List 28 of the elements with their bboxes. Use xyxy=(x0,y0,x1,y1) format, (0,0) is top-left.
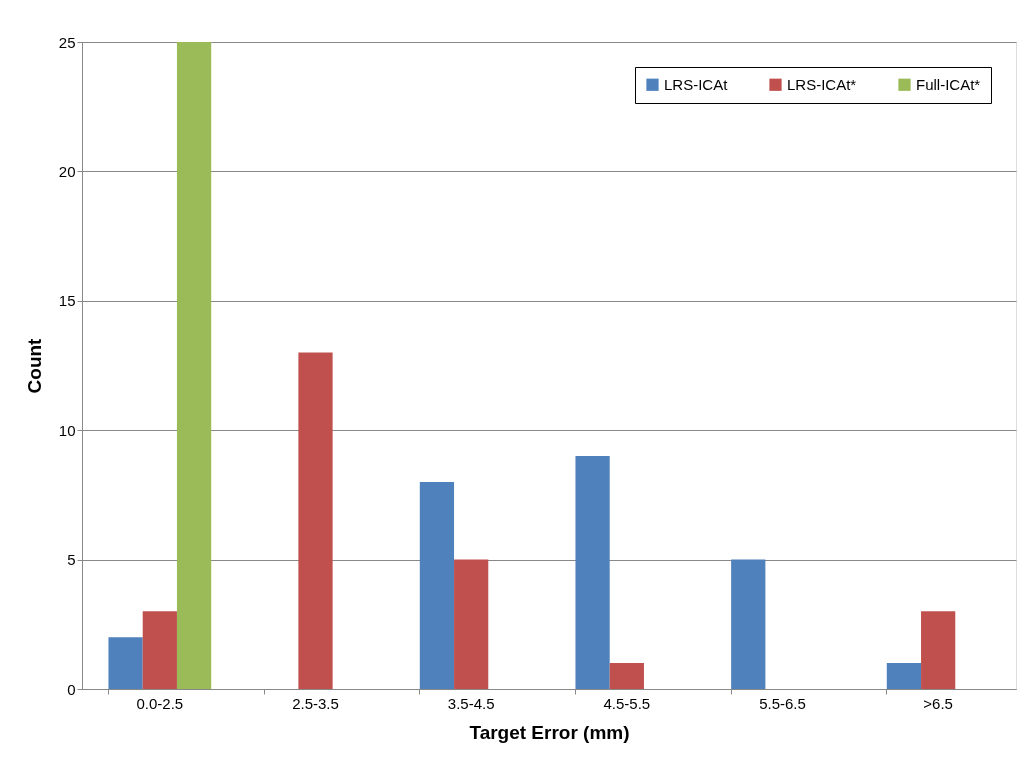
y-tick-label: 10 xyxy=(58,421,76,439)
y-tick-label: 20 xyxy=(58,162,76,180)
x-tick-label: 0.0-2.5 xyxy=(136,694,184,712)
x-tick-label: 3.5-4.5 xyxy=(447,694,495,712)
bar xyxy=(419,481,455,689)
bar xyxy=(921,611,956,689)
y-axis-title: Count xyxy=(23,337,45,394)
y-tick-label: 15 xyxy=(58,292,76,310)
bar xyxy=(298,352,333,689)
bar xyxy=(142,611,177,689)
bar xyxy=(575,456,610,689)
x-tick-label: 2.5-3.5 xyxy=(292,694,339,712)
x-tick-label: >6.5 xyxy=(923,694,953,712)
x-tick-label: 4.5-5.5 xyxy=(603,694,651,712)
x-tick-label: 5.5-6.5 xyxy=(759,694,806,712)
bar xyxy=(176,42,212,689)
legend-label: LRS-ICAt xyxy=(664,75,729,93)
y-tick-label: 25 xyxy=(58,33,76,51)
y-tick-label: 5 xyxy=(67,551,76,569)
bar xyxy=(609,663,644,689)
bar xyxy=(454,559,489,689)
legend-label: Full-ICAt* xyxy=(916,75,981,93)
x-axis-title: Target Error (mm) xyxy=(469,721,630,743)
legend-label: LRS-ICAt* xyxy=(787,75,857,93)
bar xyxy=(108,637,143,689)
bar xyxy=(886,663,922,689)
y-tick-label: 0 xyxy=(67,680,76,698)
bar xyxy=(731,559,766,689)
